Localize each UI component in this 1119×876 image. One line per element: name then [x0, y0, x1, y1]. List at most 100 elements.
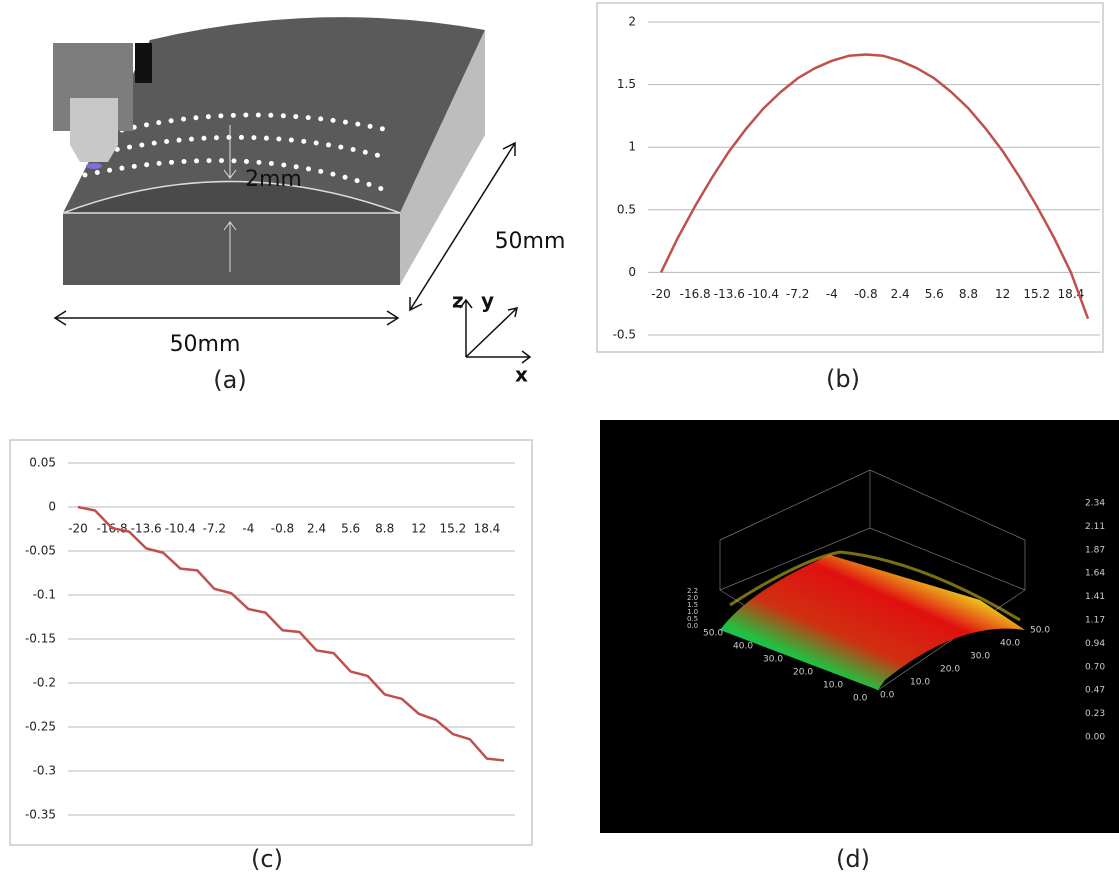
- x-tick-label: 8.8: [959, 287, 978, 301]
- colorbar-label: 1.41: [1085, 592, 1105, 602]
- x-tick-label: -0.8: [854, 287, 877, 301]
- axis-x: x: [515, 363, 528, 387]
- x-tick-label: -13.6: [131, 522, 162, 536]
- x-tick-label: -4: [242, 522, 254, 536]
- y-tick-label: 0: [48, 500, 56, 514]
- y-tick-label: 0.05: [29, 456, 56, 470]
- colorbar-label: 0.47: [1085, 686, 1105, 696]
- y-tick-label: -0.5: [613, 328, 636, 342]
- y-tick-label: -0.3: [33, 764, 56, 778]
- dimension-line: [409, 142, 516, 311]
- y-tick-label: 1: [628, 140, 636, 154]
- axis-label: 20.0: [940, 665, 960, 675]
- chart-frame: [9, 439, 533, 846]
- x-tick-label: 2.4: [891, 287, 910, 301]
- data-line: [77, 505, 505, 762]
- block-side: [400, 30, 485, 285]
- axis-label: 1.5: [687, 601, 698, 609]
- y-tick-label: -0.15: [25, 632, 56, 646]
- x-tick-label: -0.8: [271, 522, 294, 536]
- x-tick-label: -16.8: [680, 287, 711, 301]
- x-tick-label: -7.2: [203, 522, 226, 536]
- x-tick-label: 8.8: [375, 522, 394, 536]
- axis-label: 0.0: [880, 691, 895, 701]
- x-tick-label: 15.2: [440, 522, 467, 536]
- x-tick-label: -20: [651, 287, 671, 301]
- chart: -0.5 0 0.5 1 1.5 2 -20 -16.8 -13.6 -10.4 -7.2 -4 -0.…: [596, 2, 1104, 393]
- y-tick-label: -0.05: [25, 544, 56, 558]
- x-tick-label: -20: [68, 522, 88, 536]
- axis-label: 40.0: [733, 642, 753, 652]
- width-label: 50mm: [170, 332, 241, 357]
- colorbar-label: 1.17: [1085, 616, 1105, 626]
- axis-label: 2.2: [687, 587, 698, 595]
- y-tick-label: 2: [628, 15, 636, 29]
- surface-plot: (d): [600, 420, 1119, 873]
- caption: (b): [826, 365, 860, 393]
- x-tick-label: -4: [826, 287, 838, 301]
- y-tick-label: -0.25: [25, 720, 56, 734]
- axis-label: 10.0: [910, 678, 930, 688]
- y-tick-label: -0.1: [33, 588, 56, 602]
- axis-label: 40.0: [1000, 639, 1020, 649]
- nozzle: [70, 98, 118, 162]
- y-tick-label: 0.5: [617, 202, 636, 216]
- block-top: [63, 17, 485, 214]
- depth-label: 2mm: [245, 167, 302, 192]
- arrow: [53, 310, 400, 326]
- axis-label: 30.0: [763, 655, 783, 665]
- axis-label: 2.0: [687, 594, 698, 602]
- colorbar-label: 1.64: [1085, 569, 1105, 579]
- caption: (c): [251, 845, 283, 873]
- x-tick-label: -10.4: [165, 522, 196, 536]
- box: [719, 469, 1026, 590]
- axis-label: 30.0: [970, 652, 990, 662]
- diagram: 2mm 50mm 50mm z y x (a): [53, 17, 565, 394]
- length-label: 50mm: [495, 229, 566, 254]
- arrow: [223, 169, 237, 179]
- x-tick-label: 18.4: [474, 522, 501, 536]
- arrow: [409, 141, 516, 312]
- colorbar-label: 0.70: [1085, 662, 1105, 672]
- colorbar-label: 0.23: [1085, 709, 1105, 719]
- y-tick-label: -0.2: [33, 676, 56, 690]
- x-tick-label: 5.6: [925, 287, 944, 301]
- axis-label: 50.0: [703, 629, 723, 639]
- axis-label: 0.5: [687, 615, 698, 623]
- y-tick-label: 1.5: [617, 77, 636, 91]
- laser-head: [135, 43, 152, 83]
- arrow: [223, 221, 237, 231]
- colorbar-label: 0.94: [1085, 639, 1105, 649]
- x-tick-label: -7.2: [786, 287, 809, 301]
- colorbar-label: 2.11: [1085, 522, 1105, 532]
- colorbar-label: 2.34: [1085, 499, 1105, 509]
- scan-dots: [102, 134, 391, 161]
- x-tick-label: 15.2: [1023, 287, 1050, 301]
- chart: -0.35 -0.3 -0.25 -0.2 -0.15 -0.1 -0.05 0 0.05 -20…: [9, 439, 533, 873]
- x-tick-label: -10.4: [748, 287, 779, 301]
- x-tick-label: 2.4: [307, 522, 326, 536]
- axis-y: y: [481, 289, 494, 313]
- axes-glyph: [459, 298, 532, 364]
- axis-label: 20.0: [793, 668, 813, 678]
- block-front: [63, 213, 400, 285]
- surface: [720, 555, 1025, 690]
- colorbar-label: 0.00: [1085, 733, 1105, 743]
- data-line: [659, 53, 1090, 320]
- x-tick-label: 12: [411, 522, 426, 536]
- y-tick-label: -0.35: [25, 808, 56, 822]
- beam: [86, 163, 102, 169]
- axis-label: 50.0: [1030, 626, 1050, 636]
- cut-surface: [62, 180, 401, 214]
- surface-highlight: [729, 550, 1021, 622]
- axis-label: 1.0: [687, 608, 698, 616]
- x-tick-label: 5.6: [341, 522, 360, 536]
- colorbar-label: 1.87: [1085, 545, 1105, 555]
- x-tick-label: 12: [995, 287, 1010, 301]
- axis-label: 0.0: [687, 622, 698, 630]
- x-tick-label: -13.6: [714, 287, 745, 301]
- y-tick-label: 0: [628, 265, 636, 279]
- caption: (d): [836, 845, 870, 873]
- caption: (a): [213, 366, 246, 394]
